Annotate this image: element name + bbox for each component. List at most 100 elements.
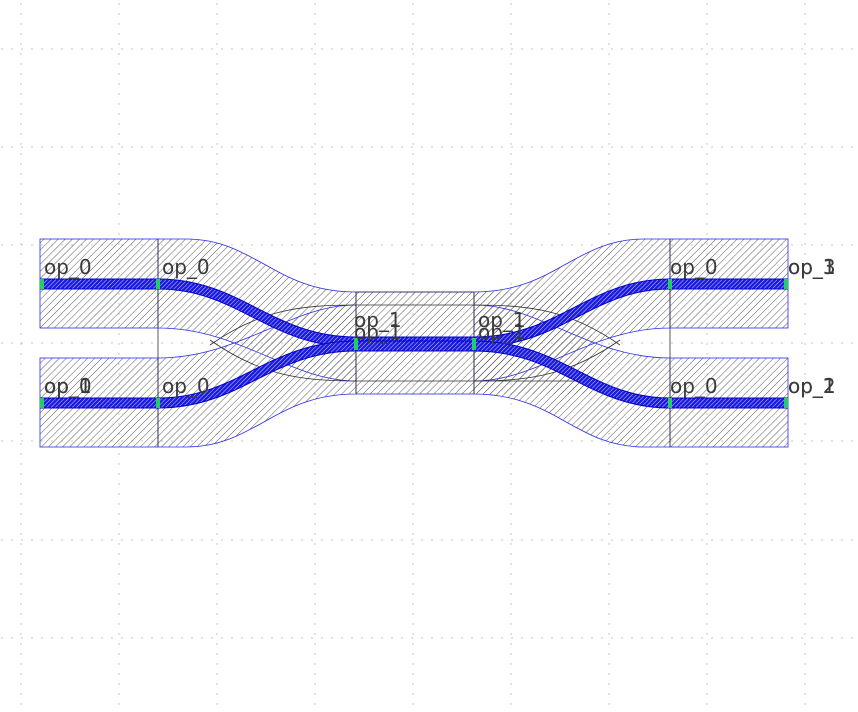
grid-dot bbox=[361, 539, 363, 541]
grid-dot bbox=[510, 223, 512, 225]
grid-dot bbox=[412, 563, 414, 565]
boundary-arc bbox=[209, 339, 357, 382]
grid-dot bbox=[216, 83, 218, 85]
grid-dot bbox=[831, 637, 833, 639]
grid-dot bbox=[811, 244, 813, 246]
grid-dot bbox=[20, 163, 22, 165]
grid-dot bbox=[804, 153, 806, 155]
grid-dot bbox=[20, 533, 22, 535]
port-label: op_0 bbox=[670, 255, 718, 279]
grid-dot bbox=[451, 48, 453, 50]
grid-dot bbox=[118, 143, 120, 145]
grid-dot bbox=[20, 573, 22, 575]
grid-dot bbox=[711, 146, 713, 148]
grid-dot bbox=[351, 244, 353, 246]
grid-dot bbox=[706, 473, 708, 475]
grid-dot bbox=[314, 703, 316, 705]
grid-dot bbox=[608, 593, 610, 595]
grid-dot bbox=[361, 440, 363, 442]
grid-dot bbox=[761, 637, 763, 639]
grid-dot bbox=[701, 637, 703, 639]
grid-dot bbox=[216, 573, 218, 575]
grid-dot bbox=[341, 48, 343, 50]
grid-dot bbox=[20, 633, 22, 635]
grid-dot bbox=[661, 539, 663, 541]
grid-dot bbox=[431, 637, 433, 639]
grid-dot bbox=[706, 173, 708, 175]
grid-dot bbox=[608, 103, 610, 105]
grid-dot bbox=[412, 703, 414, 705]
grid-dot bbox=[804, 433, 806, 435]
grid-dot bbox=[510, 573, 512, 575]
grid-dot bbox=[608, 223, 610, 225]
grid-dot bbox=[801, 244, 803, 246]
port-markers bbox=[40, 279, 788, 408]
grid-dot bbox=[321, 244, 323, 246]
grid-dot bbox=[381, 637, 383, 639]
grid-dot bbox=[510, 183, 512, 185]
grid-dot bbox=[811, 146, 813, 148]
grid-dot bbox=[841, 244, 843, 246]
grid-dot bbox=[511, 244, 513, 246]
grid-dot bbox=[381, 146, 383, 148]
grid-dot bbox=[541, 440, 543, 442]
grid-dot bbox=[371, 539, 373, 541]
grid-dot bbox=[20, 693, 22, 695]
grid-dot bbox=[261, 637, 263, 639]
grid-dot bbox=[20, 563, 22, 565]
grid-dot bbox=[511, 48, 513, 50]
grid-dot bbox=[251, 48, 253, 50]
grid-dot bbox=[412, 243, 414, 245]
grid-dot bbox=[271, 244, 273, 246]
grid-dot bbox=[216, 133, 218, 135]
port-label: op_1 bbox=[788, 374, 836, 398]
grid-dot bbox=[314, 643, 316, 645]
grid-dot bbox=[151, 48, 153, 50]
grid-dot bbox=[20, 93, 22, 95]
port-marker bbox=[784, 398, 788, 408]
grid-dot bbox=[401, 539, 403, 541]
grid-dot bbox=[811, 440, 813, 442]
grid-dot bbox=[661, 342, 663, 344]
grid-dot bbox=[804, 283, 806, 285]
grid-dot bbox=[611, 637, 613, 639]
grid-dot bbox=[510, 403, 512, 405]
grid-dot bbox=[121, 146, 123, 148]
grid-dot bbox=[31, 539, 33, 541]
grid-dot bbox=[216, 493, 218, 495]
grid-dot bbox=[731, 539, 733, 541]
grid-dot bbox=[804, 243, 806, 245]
grid-dot bbox=[118, 693, 120, 695]
cell-boundaries bbox=[157, 239, 671, 447]
grid-dot bbox=[341, 244, 343, 246]
grid-dot bbox=[581, 440, 583, 442]
grid-dot bbox=[71, 146, 73, 148]
grid-dot bbox=[681, 146, 683, 148]
grid-dot bbox=[20, 193, 22, 195]
grid-dot bbox=[412, 93, 414, 95]
port-label: op_0 bbox=[670, 374, 718, 398]
grid-dot bbox=[314, 213, 316, 215]
grid-dot bbox=[501, 48, 503, 50]
grid-dot bbox=[111, 146, 113, 148]
grid-dot bbox=[216, 103, 218, 105]
grid-dot bbox=[401, 244, 403, 246]
grid-dot bbox=[804, 643, 806, 645]
grid-dot bbox=[510, 593, 512, 595]
grid-dot bbox=[314, 583, 316, 585]
grid-dot bbox=[216, 613, 218, 615]
grid-dot bbox=[521, 146, 523, 148]
grid-dot bbox=[804, 583, 806, 585]
grid-dot bbox=[231, 146, 233, 148]
grid-dot bbox=[11, 146, 13, 148]
grid-dot bbox=[314, 543, 316, 545]
grid-dot bbox=[211, 637, 213, 639]
grid-dot bbox=[216, 93, 218, 95]
grid-dot bbox=[51, 48, 53, 50]
grid-dot bbox=[412, 253, 414, 255]
grid-dot bbox=[118, 213, 120, 215]
grid-dot bbox=[441, 539, 443, 541]
grid-dot bbox=[608, 453, 610, 455]
boundary-arc bbox=[473, 304, 621, 346]
grid-dot bbox=[412, 203, 414, 205]
